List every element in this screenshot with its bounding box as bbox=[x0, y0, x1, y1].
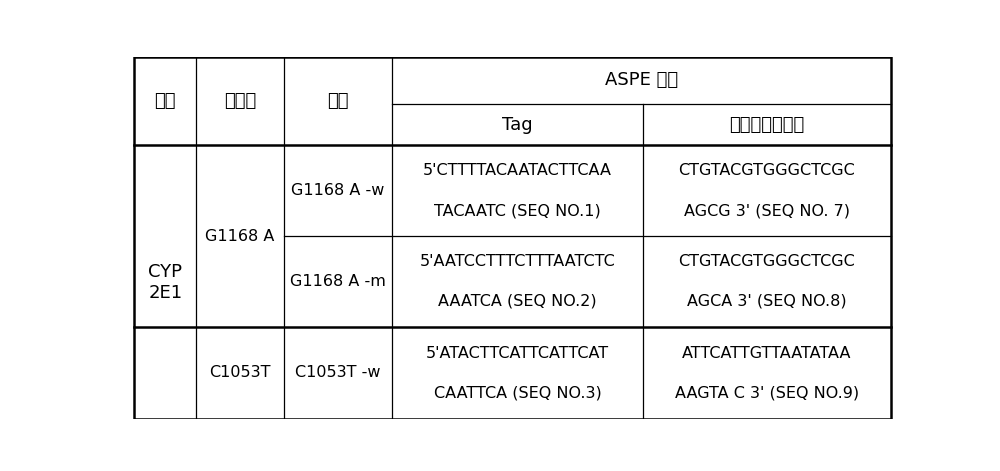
Text: CTGTACGTGGGCTCGC: CTGTACGTGGGCTCGC bbox=[678, 254, 855, 269]
Text: AAATCA (SEQ NO.2): AAATCA (SEQ NO.2) bbox=[438, 294, 597, 309]
Text: AGCA 3' (SEQ NO.8): AGCA 3' (SEQ NO.8) bbox=[687, 294, 847, 309]
Text: ATTCATTGTTAATATAA: ATTCATTGTTAATATAA bbox=[682, 346, 851, 360]
Text: 5'ATACTTCATTCATTCAT: 5'ATACTTCATTCATTCAT bbox=[426, 346, 609, 360]
Text: CAATTCA (SEQ NO.3): CAATTCA (SEQ NO.3) bbox=[434, 385, 601, 400]
Text: C1053T -w: C1053T -w bbox=[295, 365, 381, 381]
Text: 5'CTTTTACAATACTTCAA: 5'CTTTTACAATACTTCAA bbox=[423, 163, 612, 178]
Text: AGCG 3' (SEQ NO. 7): AGCG 3' (SEQ NO. 7) bbox=[684, 203, 850, 218]
Text: 特异性引物序列: 特异性引物序列 bbox=[729, 115, 804, 133]
Text: 基因: 基因 bbox=[155, 92, 176, 110]
Text: 类型: 类型 bbox=[327, 92, 349, 110]
Text: AAGTA C 3' (SEQ NO.9): AAGTA C 3' (SEQ NO.9) bbox=[675, 385, 859, 400]
Text: 基因型: 基因型 bbox=[224, 92, 256, 110]
Text: 5'AATCCTTTCTTTAATCTC: 5'AATCCTTTCTTTAATCTC bbox=[420, 254, 615, 269]
Text: TACAATC (SEQ NO.1): TACAATC (SEQ NO.1) bbox=[434, 203, 601, 218]
Text: C1053T: C1053T bbox=[209, 365, 271, 381]
Text: G1168 A -w: G1168 A -w bbox=[291, 183, 385, 198]
Text: ASPE 引物: ASPE 引物 bbox=[605, 71, 678, 89]
Text: G1168 A: G1168 A bbox=[205, 228, 275, 244]
Text: CYP
2E1: CYP 2E1 bbox=[148, 263, 182, 302]
Text: Tag: Tag bbox=[502, 115, 533, 133]
Text: G1168 A -m: G1168 A -m bbox=[290, 274, 386, 289]
Text: CTGTACGTGGGCTCGC: CTGTACGTGGGCTCGC bbox=[678, 163, 855, 178]
